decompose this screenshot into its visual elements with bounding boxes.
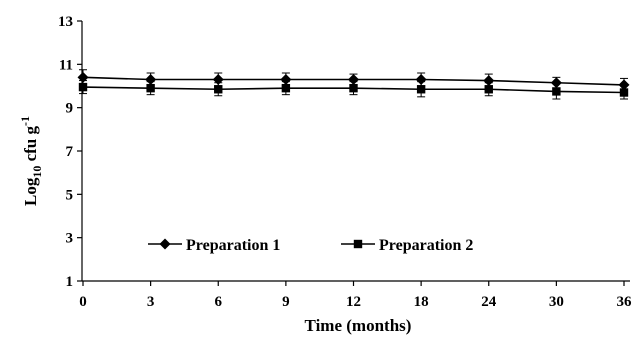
y-tick-label-5: 5 <box>66 187 74 203</box>
x-tick-label-12: 12 <box>346 294 361 310</box>
data-point <box>214 85 223 94</box>
y-axis-title-subscript: 10 <box>30 166 44 178</box>
data-point <box>483 75 495 87</box>
legend-marker <box>353 239 363 249</box>
y-axis-title: Log10 cfu g-1 <box>18 116 44 206</box>
x-tick-label-6: 6 <box>215 294 223 310</box>
data-point <box>416 85 426 94</box>
y-tick-label-11: 11 <box>59 57 73 73</box>
data-point <box>552 87 561 96</box>
series-layer <box>77 69 630 100</box>
data-point <box>145 74 157 85</box>
data-point <box>146 83 155 93</box>
legend-marker <box>159 238 171 250</box>
x-tick-label-36: 36 <box>617 294 633 310</box>
legend-item-2: Preparation 2 <box>341 237 473 254</box>
x-axis-title: Time (months) <box>305 316 412 335</box>
x-tick-label-9: 9 <box>282 294 290 310</box>
legend-label: Preparation 2 <box>379 237 473 254</box>
data-point <box>619 88 629 97</box>
legend-item-1: Preparation 1 <box>148 237 280 254</box>
data-point <box>415 74 427 85</box>
y-tick-label-1: 1 <box>66 274 74 290</box>
y-axis-title-base: Log <box>21 177 40 206</box>
data-point <box>618 79 630 91</box>
x-tick-label-18: 18 <box>414 294 429 310</box>
legend-label: Preparation 1 <box>186 237 280 254</box>
data-point <box>78 82 88 92</box>
series-2 <box>78 80 629 100</box>
data-point <box>550 77 562 89</box>
y-tick-label-9: 9 <box>66 101 74 117</box>
y-axis-title-superscript: -1 <box>18 116 32 126</box>
y-tick-label-3: 3 <box>66 231 74 247</box>
x-tick-label-3: 3 <box>147 294 155 310</box>
data-point <box>280 74 292 85</box>
legend: Preparation 1 Preparation 2 <box>148 237 473 254</box>
data-point <box>281 83 291 93</box>
x-tick-label-30: 30 <box>549 294 564 310</box>
y-axis-title-unit: cfu g <box>21 126 40 166</box>
data-point <box>349 83 358 93</box>
y-tick-label-13: 13 <box>58 14 73 30</box>
x-tick-label-0: 0 <box>79 294 87 310</box>
y-tick-label-7: 7 <box>66 144 74 160</box>
data-point <box>484 85 493 94</box>
x-tick-label-24: 24 <box>481 294 497 310</box>
series-1 <box>77 69 630 92</box>
data-point <box>348 74 359 85</box>
